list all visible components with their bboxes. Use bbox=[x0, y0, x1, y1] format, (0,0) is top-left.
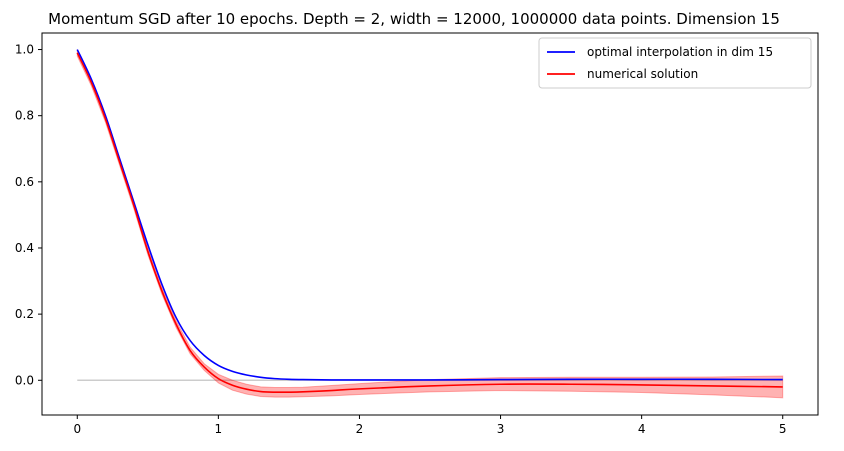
y-tick-label: 0.6 bbox=[15, 175, 34, 189]
series-line-0 bbox=[76, 49, 783, 381]
chart-title: Momentum SGD after 10 epochs. Depth = 2,… bbox=[48, 10, 780, 28]
x-tick-label: 5 bbox=[779, 422, 787, 436]
y-tick-label: 1.0 bbox=[15, 43, 34, 57]
legend: optimal interpolation in dim 15 numerical… bbox=[538, 37, 812, 89]
x-tick-label: 1 bbox=[215, 422, 223, 436]
plot-area bbox=[76, 49, 784, 399]
x-tick-label: 2 bbox=[356, 422, 364, 436]
legend-label-1: numerical solution bbox=[587, 67, 698, 81]
legend-label-0: optimal interpolation in dim 15 bbox=[587, 45, 773, 59]
axes: 0 1 2 3 4 5 0.0 0.2 0.4 0.6 0.8 1.0 bbox=[15, 43, 787, 436]
x-tick-label: 3 bbox=[497, 422, 505, 436]
y-tick-label: 0.2 bbox=[15, 307, 34, 321]
legend-box bbox=[538, 37, 812, 89]
y-tick-label: 0.8 bbox=[15, 109, 34, 123]
series-band-1 bbox=[76, 49, 784, 399]
plot-frame bbox=[41, 32, 819, 416]
y-tick-label: 0.0 bbox=[15, 373, 34, 387]
x-tick-label: 0 bbox=[73, 422, 81, 436]
y-tick-label: 0.4 bbox=[15, 241, 34, 255]
series-line-1 bbox=[76, 52, 783, 394]
x-tick-label: 4 bbox=[638, 422, 646, 436]
